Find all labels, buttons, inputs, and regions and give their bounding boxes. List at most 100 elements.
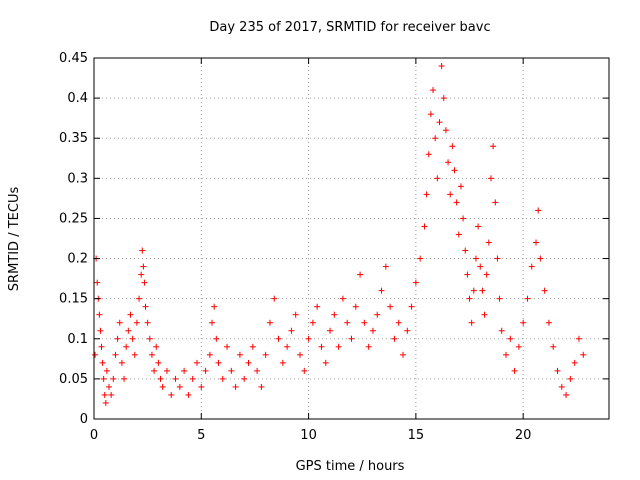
x-tick-label: 5 (197, 428, 205, 443)
data-point (219, 375, 226, 382)
x-tick-label: 10 (300, 428, 317, 443)
y-tick-label: 0 (80, 412, 88, 427)
data-point (438, 63, 445, 70)
data-point (181, 367, 188, 374)
data-point (108, 391, 115, 398)
data-point (215, 359, 222, 366)
data-point (440, 95, 447, 102)
data-point (96, 311, 103, 318)
data-point (460, 215, 467, 222)
data-point (365, 343, 372, 350)
y-tick-label: 0.35 (59, 131, 88, 146)
data-point (412, 279, 419, 286)
data-point (339, 295, 346, 302)
data-point (266, 319, 273, 326)
data-point (369, 327, 376, 334)
data-point (487, 175, 494, 182)
data-point (580, 351, 587, 358)
x-axis-label: GPS time / hours (296, 459, 405, 474)
data-point (490, 143, 497, 150)
data-point (224, 343, 231, 350)
data-point (151, 367, 158, 374)
data-point (421, 223, 428, 230)
data-point (314, 303, 321, 310)
data-point (511, 367, 518, 374)
data-point (485, 239, 492, 246)
data-point (442, 127, 449, 134)
data-point (112, 351, 119, 358)
data-point (241, 375, 248, 382)
data-point (445, 159, 452, 166)
y-axis-label: SRMTID / TECUs (7, 187, 22, 292)
data-point (148, 351, 155, 358)
data-point (121, 375, 128, 382)
data-point (279, 359, 286, 366)
data-point (249, 343, 256, 350)
data-point (417, 255, 424, 262)
data-point (99, 359, 106, 366)
data-point (142, 303, 149, 310)
data-point (507, 335, 514, 342)
data-point (545, 319, 552, 326)
data-point (331, 311, 338, 318)
data-point (432, 135, 439, 142)
data-point (322, 359, 329, 366)
data-point (301, 367, 308, 374)
data-point (159, 383, 166, 390)
data-point (92, 351, 99, 358)
data-point (541, 287, 548, 294)
data-point (391, 335, 398, 342)
data-point (567, 375, 574, 382)
data-point (423, 191, 430, 198)
data-point (451, 167, 458, 174)
chart-title: Day 235 of 2017, SRMTID for receiver bav… (209, 20, 490, 35)
data-point (271, 295, 278, 302)
y-tick-label: 0.15 (59, 292, 88, 307)
data-point (455, 231, 462, 238)
data-point (483, 271, 490, 278)
data-point (436, 119, 443, 126)
data-point (453, 199, 460, 206)
data-point (533, 239, 540, 246)
data-point (258, 383, 265, 390)
data-point (344, 319, 351, 326)
data-point (245, 359, 252, 366)
data-point (139, 247, 146, 254)
y-tick-label: 0.1 (67, 332, 88, 347)
data-point (116, 319, 123, 326)
data-point (335, 343, 342, 350)
data-point (144, 319, 151, 326)
data-point (382, 263, 389, 270)
data-point (127, 311, 134, 318)
data-point (470, 287, 477, 294)
data-point (477, 263, 484, 270)
data-point (563, 391, 570, 398)
data-point (185, 391, 192, 398)
data-point (114, 335, 121, 342)
data-point (520, 319, 527, 326)
data-point (524, 295, 531, 302)
data-point (202, 367, 209, 374)
data-point (425, 151, 432, 158)
y-axis-ticks: 0 0.05 0.1 0.15 0.2 0.25 0.3 0.35 0.4 0.45 (59, 51, 609, 427)
data-point (357, 271, 364, 278)
data-point (206, 351, 213, 358)
data-point (554, 367, 561, 374)
data-point (492, 199, 499, 206)
data-point (309, 319, 316, 326)
data-point (496, 295, 503, 302)
data-point (129, 335, 136, 342)
data-point (535, 207, 542, 214)
data-point (228, 367, 235, 374)
data-point (361, 319, 368, 326)
x-axis-ticks: 0 5 10 15 20 (90, 58, 531, 443)
data-point (297, 351, 303, 358)
data-point (146, 335, 153, 342)
data-point (106, 383, 113, 390)
data-point (498, 327, 505, 334)
x-tick-label: 0 (90, 428, 98, 443)
data-point (472, 255, 479, 262)
data-point (198, 383, 205, 390)
data-point (464, 271, 471, 278)
data-point (168, 391, 175, 398)
